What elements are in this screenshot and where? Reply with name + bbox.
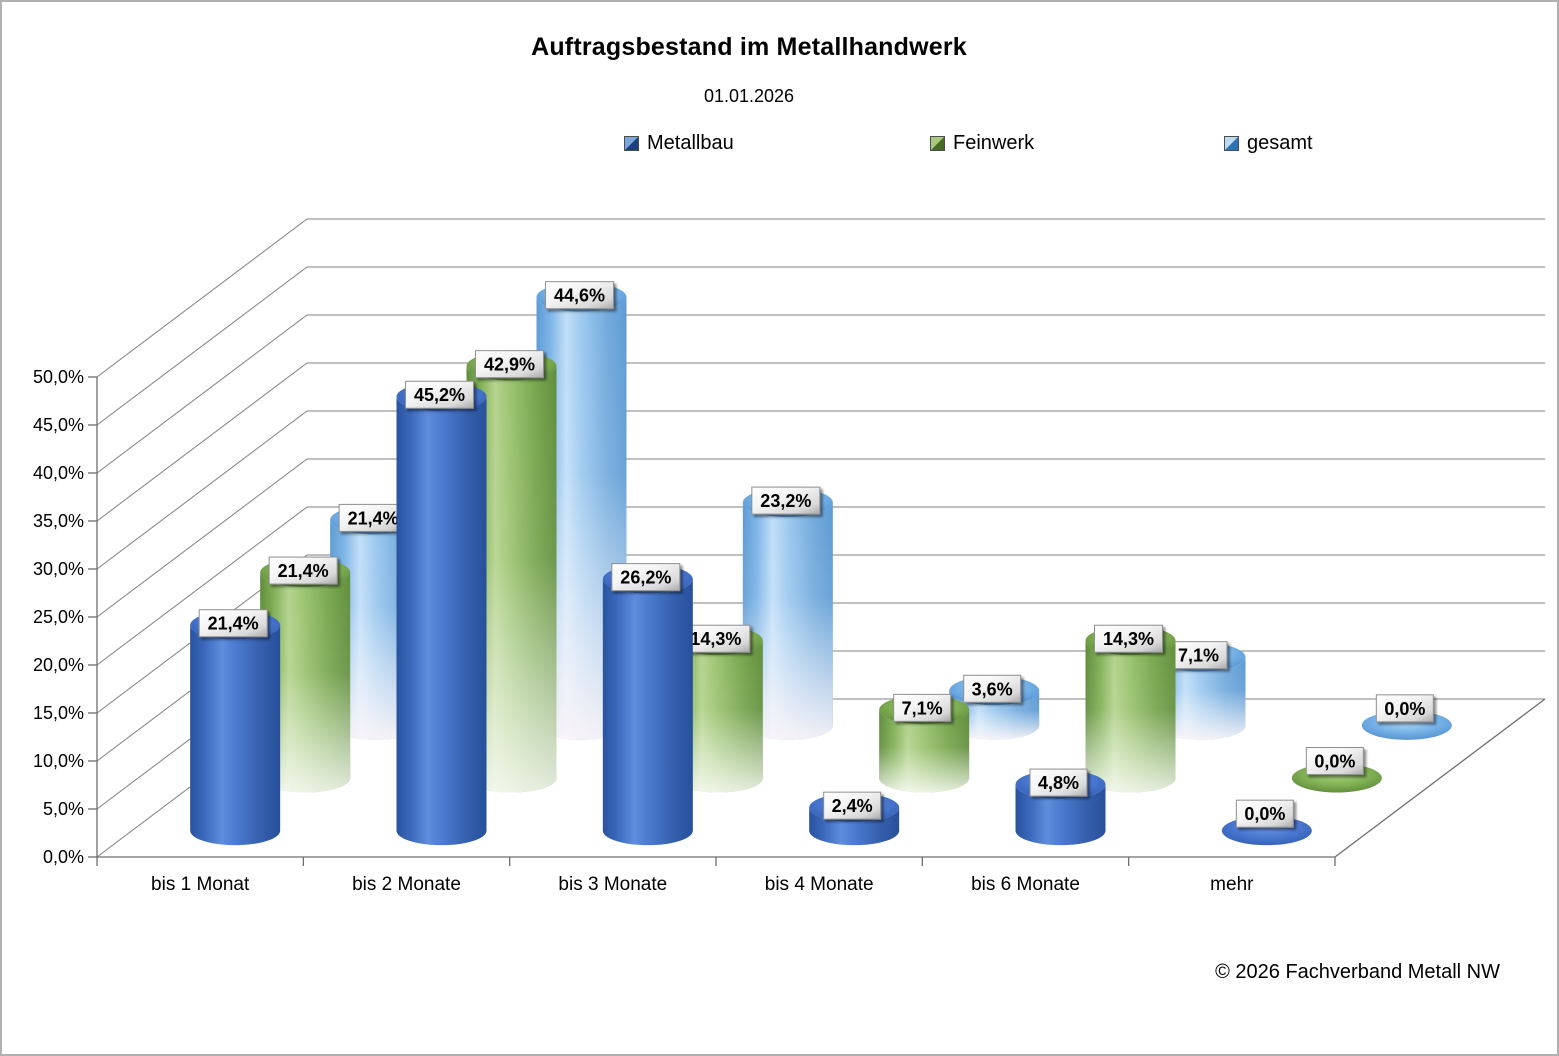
bar-Metallbau-3	[809, 807, 900, 846]
bar-Metallbau-0	[190, 625, 281, 846]
svg-text:0,0%: 0,0%	[1244, 804, 1285, 824]
data-label-gesamt-2: 23,2%	[751, 486, 821, 515]
copyright-note: © 2026 Fachverband Metall NW	[1215, 961, 1500, 983]
data-label-Feinwerk-2: 14,3%	[681, 624, 751, 653]
data-label-Metallbau-1: 45,2%	[405, 380, 474, 409]
y-tick-label: 25,0%	[33, 607, 84, 627]
category-label: mehr	[1210, 874, 1254, 895]
bar-Metallbau-4	[1015, 784, 1106, 846]
svg-text:7,1%: 7,1%	[1178, 646, 1219, 666]
svg-text:7,1%: 7,1%	[902, 698, 943, 718]
series-Metallbau: 21,4% 45,2% 26,2% 2,4% 4,8% 0,0%	[190, 380, 1312, 846]
y-tick-label: 30,0%	[33, 559, 84, 579]
legend-label-metallbau: Metallbau	[647, 132, 734, 154]
category-label: bis 4 Monate	[765, 874, 874, 895]
data-label-Feinwerk-4: 14,3%	[1094, 624, 1163, 653]
svg-text:45,2%: 45,2%	[414, 385, 465, 405]
y-tick-label: 50,0%	[33, 367, 84, 387]
data-label-Metallbau-3: 2,4%	[823, 791, 882, 820]
legend-marker-metallbau-icon	[624, 136, 639, 151]
svg-text:4,8%: 4,8%	[1038, 773, 1079, 793]
y-axis: 0,0% 5,0% 10,0% 15,0% 20,0% 25,0% 30,0% 35,0% 40…	[33, 367, 98, 867]
data-label-gesamt-4: 7,1%	[1169, 641, 1228, 670]
data-label-gesamt-0: 21,4%	[338, 503, 408, 532]
legend-label-feinwerk: Feinwerk	[953, 132, 1035, 154]
svg-text:23,2%: 23,2%	[760, 491, 811, 511]
category-label: bis 6 Monate	[971, 874, 1080, 895]
y-tick-label: 35,0%	[33, 511, 84, 531]
chart-title: Auftragsbestand im Metallhandwerk	[531, 33, 967, 61]
svg-text:21,4%: 21,4%	[278, 561, 329, 581]
svg-text:2,4%: 2,4%	[832, 796, 873, 816]
x-axis: bis 1 Monat bis 2 Monate bis 3 Monate bis 4…	[96, 857, 1336, 895]
category-label: bis 2 Monate	[352, 874, 461, 895]
data-label-gesamt-1: 44,6%	[545, 281, 614, 310]
data-label-gesamt-3: 3,6%	[963, 674, 1022, 703]
bar-Metallbau-1	[396, 396, 487, 846]
data-label-Metallbau-4: 4,8%	[1029, 768, 1088, 797]
data-label-gesamt-5: 0,0%	[1375, 694, 1434, 723]
legend-label-gesamt: gesamt	[1247, 132, 1313, 154]
data-label-Feinwerk-1: 42,9%	[475, 350, 544, 379]
legend-item-gesamt: gesamt	[1224, 132, 1313, 155]
y-tick-label: 20,0%	[33, 655, 84, 675]
data-label-Metallbau-2: 26,2%	[611, 563, 681, 592]
legend-item-feinwerk: Feinwerk	[930, 132, 1034, 155]
svg-text:21,4%: 21,4%	[348, 508, 399, 528]
svg-text:3,6%: 3,6%	[972, 679, 1013, 699]
category-label: bis 3 Monate	[558, 874, 667, 895]
svg-text:21,4%: 21,4%	[208, 614, 259, 634]
y-tick-label: 40,0%	[33, 463, 84, 483]
svg-text:42,9%: 42,9%	[484, 355, 535, 375]
data-label-Feinwerk-0: 21,4%	[268, 556, 338, 585]
bar-Metallbau-2	[602, 579, 693, 846]
legend-item-metallbau: Metallbau	[624, 132, 734, 155]
svg-text:44,6%: 44,6%	[554, 286, 605, 306]
plot-area: 0,0% 5,0% 10,0% 15,0% 20,0% 25,0% 30,0% 35,0% 40…	[33, 218, 1546, 895]
series-Feinwerk: 21,4% 42,9% 14,3% 7,1% 14,3% 0,0%	[260, 350, 1382, 793]
y-tick-label: 5,0%	[43, 799, 84, 819]
legend-marker-gesamt-icon	[1224, 136, 1239, 151]
y-tick-label: 10,0%	[33, 751, 84, 771]
svg-text:14,3%: 14,3%	[690, 629, 741, 649]
svg-text:0,0%: 0,0%	[1314, 752, 1355, 772]
svg-text:26,2%: 26,2%	[620, 568, 671, 588]
data-label-Feinwerk-5: 0,0%	[1305, 747, 1364, 775]
y-tick-label: 0,0%	[43, 847, 84, 867]
y-tick-label: 15,0%	[33, 703, 84, 723]
svg-text:0,0%: 0,0%	[1384, 699, 1425, 719]
data-label-Metallbau-5: 0,0%	[1235, 799, 1294, 828]
chart-subtitle: 01.01.2026	[703, 86, 795, 106]
category-label: bis 1 Monat	[151, 874, 250, 895]
data-label-Metallbau-0: 21,4%	[198, 609, 268, 638]
data-label-Feinwerk-3: 7,1%	[893, 693, 952, 722]
svg-text:14,3%: 14,3%	[1103, 629, 1154, 649]
y-tick-label: 45,0%	[33, 415, 84, 435]
legend-marker-feinwerk-icon	[930, 136, 945, 151]
